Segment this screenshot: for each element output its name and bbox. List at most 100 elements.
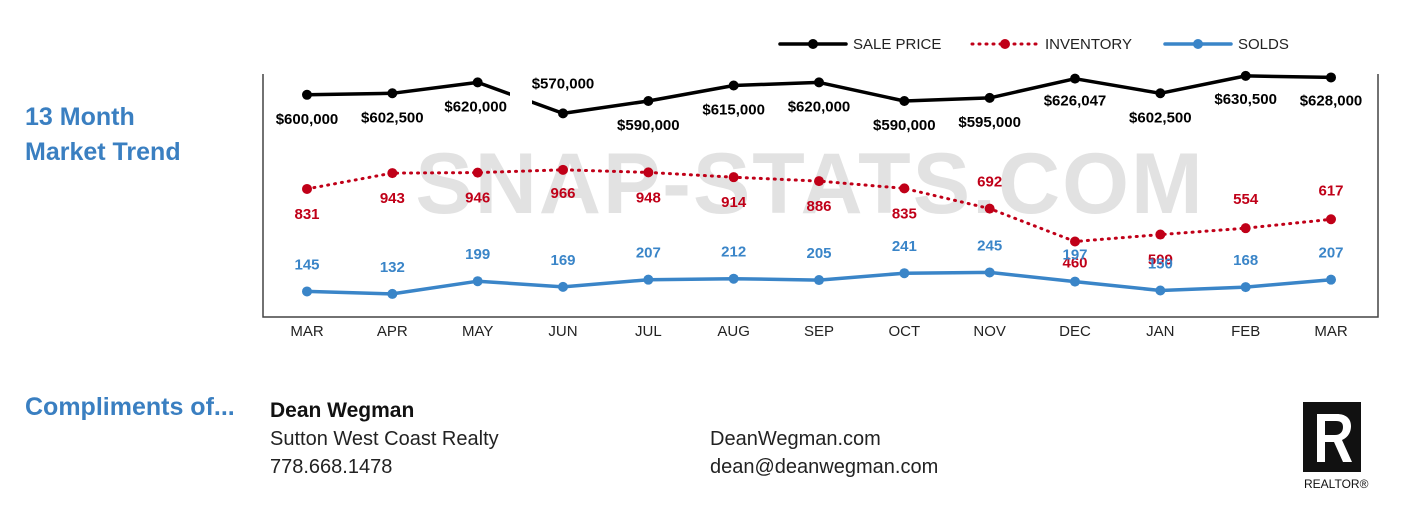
data-point [814,176,824,187]
data-label: 966 [550,185,575,202]
data-point [302,286,312,297]
data-point [728,273,739,284]
data-label: 207 [636,245,661,262]
data-point [1070,236,1080,247]
legend-label: SOLDS [1238,36,1289,53]
data-point [899,96,910,106]
data-point [728,80,739,91]
data-point [814,275,824,286]
series-solds: 145 132 199 169 207 212 205 241 245 197 150 168 207 [294,237,1344,299]
series-sale-price: $600,000 $602,500 $620,000 $570,000 $590,000… [276,70,1363,134]
legend-label: SALE PRICE [853,36,941,53]
agent-phone[interactable]: 778.668.1478 [270,456,393,478]
data-label: 692 [977,174,1002,191]
data-label: $570,000 [532,75,595,92]
data-point [1240,70,1251,81]
data-label: $590,000 [617,117,680,134]
data-label: $626,047 [1044,93,1107,110]
data-label: 150 [1148,256,1173,273]
x-tick-label: OCT [888,323,920,340]
x-tick-label: MAR [290,323,324,340]
data-label: $595,000 [958,114,1021,131]
data-label: 205 [806,245,831,262]
data-point [728,172,739,183]
data-point [899,183,910,194]
x-tick-label: FEB [1231,323,1260,340]
data-point [472,276,483,287]
data-point [302,183,312,194]
data-label: 460 [1062,255,1087,272]
data-label: 948 [636,189,661,206]
data-label: 245 [977,237,1002,254]
x-tick-label: NOV [973,323,1006,340]
data-point [814,77,824,88]
heading-line-1: 13 Month [25,103,135,131]
legend-label: INVENTORY [1045,36,1132,53]
data-point [984,92,995,103]
data-label: 554 [1233,191,1259,208]
data-label: 132 [380,259,405,276]
data-point [643,274,654,285]
market-trend-chart: SNAP-STATS.COM SALE PRICE INVENTORY SOLDS … [262,36,1379,340]
x-tick-label: MAY [462,323,493,340]
data-point [1240,282,1251,293]
realtor-logo-text: REALTOR® [1304,477,1369,491]
legend-marker [808,39,818,49]
realtor-logo-icon: REALTOR® [1303,402,1369,491]
legend: SALE PRICE INVENTORY SOLDS [778,36,1289,53]
data-point [302,89,312,100]
data-label: $602,500 [361,109,424,126]
data-label: 169 [550,252,575,269]
data-label: 943 [380,190,405,207]
x-tick-label: JUN [548,323,577,340]
web-block: DeanWegman.com dean@deanwegman.com [710,425,938,481]
data-point [984,267,995,278]
data-label: $620,000 [444,98,507,115]
legend-item: SOLDS [1163,36,1289,53]
data-label: 617 [1318,182,1343,199]
agent-email[interactable]: dean@deanwegman.com [710,456,939,478]
data-label: $615,000 [702,102,765,119]
legend-marker [1000,39,1010,49]
line-label-gap [510,92,532,104]
data-label: 886 [806,198,831,215]
data-point [1155,285,1166,296]
x-tick-label: MAR [1314,323,1348,340]
agent-website[interactable]: DeanWegman.com [710,428,881,450]
compliments-label: Compliments of... [25,393,235,421]
data-point [1326,72,1336,83]
data-point [643,167,654,178]
data-label: $628,000 [1300,92,1363,109]
data-label: 835 [892,205,917,222]
data-point [1155,229,1166,240]
data-label: $620,000 [788,98,851,115]
series-inventory: 831 943 946 966 948 914 886 835 692 460 509 554 617 [294,164,1344,272]
x-tick-label: JUL [635,323,662,340]
data-label: 831 [294,206,319,223]
x-tick-label: JAN [1146,323,1174,340]
data-label: 914 [721,194,747,211]
legend-item: SALE PRICE [778,36,941,53]
x-tick-label: APR [377,323,408,340]
legend-marker [1193,39,1203,49]
data-label: 207 [1318,245,1343,262]
x-tick-label: AUG [717,323,750,340]
data-point [387,168,398,179]
data-point [643,96,654,106]
data-point [1326,214,1336,225]
data-point [984,203,995,214]
x-tick-label: SEP [804,323,834,340]
heading-line-2: Market Trend [25,138,181,166]
data-point [1326,274,1336,285]
data-label: 145 [294,256,319,273]
data-point [1240,223,1251,234]
data-point [387,88,398,99]
x-tick-label: DEC [1059,323,1091,340]
data-label: $630,500 [1214,91,1277,108]
data-point [1070,73,1080,84]
data-label: 197 [1062,247,1087,264]
data-label: $602,500 [1129,109,1192,126]
data-label: 168 [1233,252,1258,269]
data-point [1155,88,1166,99]
data-point [472,77,483,88]
